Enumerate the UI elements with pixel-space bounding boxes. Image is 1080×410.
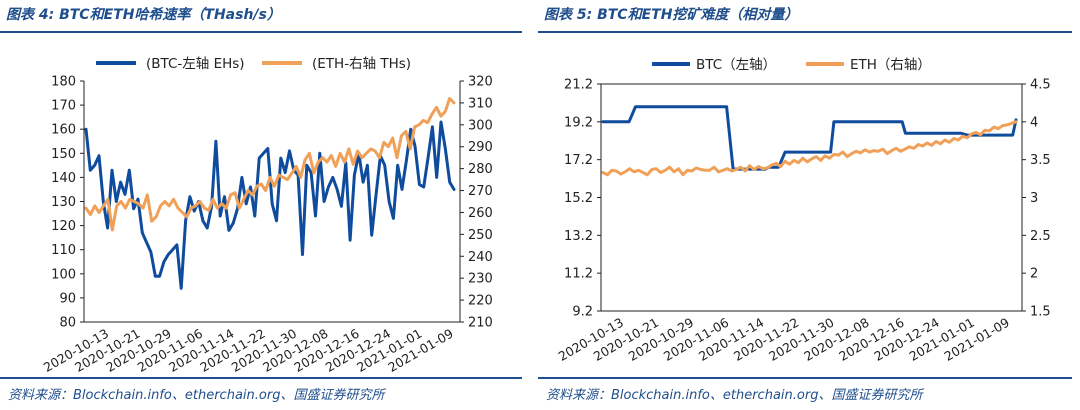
y-left-tick-label: 9.2	[572, 305, 593, 320]
chart-0-group: 80 90 100 110 120 130 140 150 160 170 180 210 220 230…	[41, 56, 493, 375]
y-right-tick-label: 3	[1030, 191, 1038, 206]
y-right-tick-label: 2	[1030, 267, 1038, 282]
y-left-tick-label: 170	[51, 99, 76, 114]
y-right-tick-label: 300	[468, 118, 493, 133]
y-right-tick-label: 290	[468, 140, 493, 155]
y-left-tick-label: 140	[51, 171, 76, 186]
figure-4-bottom-rule	[0, 377, 522, 379]
y-left-tick-label: 150	[51, 147, 76, 162]
figure-5-top-rule	[538, 31, 1072, 33]
y-left-tick-label: 180	[51, 75, 76, 90]
y-left-tick-label: 19.2	[564, 115, 593, 130]
figure-5-panel: 图表 5: BTC和ETH挖矿难度（相对量） 9.2 11.2 13.2 15.2 17…	[538, 0, 1080, 410]
figure-5-title: 图表 5: BTC和ETH挖矿难度（相对量）	[544, 7, 799, 23]
y-right-tick-label: 280	[468, 162, 493, 177]
y-left-tick-label: 17.2	[564, 153, 593, 168]
plot-frame	[600, 83, 1023, 312]
y-left-tick-label: 110	[51, 243, 76, 258]
y-right-tick-label: 2.5	[1030, 229, 1051, 244]
y-left-tick-label: 11.2	[564, 267, 593, 282]
y-right-tick-label: 230	[468, 272, 493, 287]
chart-1-group: 9.2 11.2 13.2 15.2 17.2 19.2 21.2 1.5 2 2.5 3 3.5 4 4…	[556, 57, 1051, 364]
figure-4-top-rule	[0, 31, 522, 33]
figure-5-source: 资料来源：Blockchain.info、etherchain.org、国盛证券…	[546, 388, 923, 403]
y-left-tick-label: 21.2	[564, 78, 593, 93]
y-left-tick-label: 100	[51, 267, 76, 282]
y-right-tick-label: 220	[468, 294, 493, 309]
y-left-tick-label: 15.2	[564, 191, 593, 206]
y-right-tick-label: 240	[468, 250, 493, 265]
series-line-btc	[601, 105, 1018, 171]
y-left-tick-label: 13.2	[564, 229, 593, 244]
legend-label-0: (BTC-左轴 EHs)	[146, 56, 245, 72]
y-right-tick-label: 4	[1030, 115, 1038, 130]
y-right-tick-label: 250	[468, 228, 493, 243]
y-left-tick-label: 90	[59, 291, 76, 306]
legend-label-0: BTC（左轴）	[696, 57, 776, 73]
y-right-tick-label: 4.5	[1030, 78, 1051, 93]
figure-4-source: 资料来源：Blockchain.info、etherchain.org、国盛证券…	[8, 388, 385, 403]
y-right-tick-label: 320	[468, 75, 493, 90]
y-left-tick-label: 120	[51, 219, 76, 234]
y-right-tick-label: 260	[468, 206, 493, 221]
figure-4-panel: 图表 4: BTC和ETH哈希速率（THash/s） 80 90 100 110 120…	[0, 0, 530, 410]
figure-4-chart: 80 90 100 110 120 130 140 150 160 170 180 210 220 230…	[41, 56, 493, 375]
y-right-tick-label: 310	[468, 96, 493, 111]
y-right-tick-label: 3.5	[1030, 153, 1051, 168]
legend-label-1: (ETH-右轴 THs)	[312, 56, 411, 72]
y-right-tick-label: 1.5	[1030, 305, 1051, 320]
legend-label-1: ETH（右轴）	[850, 57, 931, 73]
y-left-tick-label: 130	[51, 195, 76, 210]
y-left-tick-label: 80	[59, 316, 76, 331]
series-line-eth	[601, 120, 1018, 177]
y-right-tick-label: 270	[468, 184, 493, 199]
series-line-eth	[84, 97, 456, 232]
figure-5-bottom-rule	[538, 377, 1072, 379]
y-left-tick-label: 160	[51, 123, 76, 138]
figure-4-title: 图表 4: BTC和ETH哈希速率（THash/s）	[6, 7, 281, 23]
y-right-tick-label: 210	[468, 316, 493, 331]
figure-5-chart: 9.2 11.2 13.2 15.2 17.2 19.2 21.2 1.5 2 2.5 3 3.5 4 4…	[556, 57, 1051, 364]
